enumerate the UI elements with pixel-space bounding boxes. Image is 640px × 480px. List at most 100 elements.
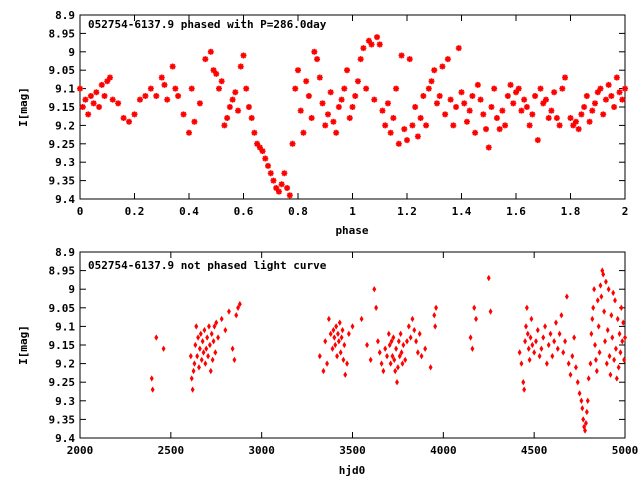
data-point: [530, 341, 535, 349]
data-point: [613, 74, 620, 81]
data-point: [534, 137, 541, 144]
data-point: [618, 349, 623, 356]
data-point: [398, 52, 405, 59]
data-point: [227, 308, 231, 315]
x-tick-label: 0.2: [125, 205, 145, 218]
tick-marks: [79, 14, 626, 200]
data-point: [606, 286, 611, 293]
data-point: [570, 122, 577, 129]
data-point: [335, 352, 340, 360]
data-point: [214, 319, 219, 326]
data-point: [207, 323, 211, 330]
data-point: [371, 96, 378, 103]
data-points: [149, 267, 627, 434]
data-point: [395, 140, 402, 147]
data-point: [470, 345, 475, 352]
data-point: [375, 338, 380, 345]
data-point: [537, 85, 544, 92]
data-point: [77, 85, 83, 92]
x-tick-label: 1.6: [506, 205, 526, 218]
data-point: [212, 323, 217, 330]
data-point: [397, 352, 402, 360]
data-point: [343, 371, 348, 378]
data-point: [400, 360, 405, 367]
x-tick-label: 2500: [158, 444, 185, 457]
data-point: [406, 323, 411, 330]
data-point: [436, 92, 443, 99]
data-point: [554, 319, 558, 326]
y-tick-label: 9.25: [49, 138, 76, 151]
x-tick-labels: 2000 2500 3000 3500 4000 4500 5000: [67, 444, 639, 457]
data-point: [186, 129, 192, 136]
data-point: [193, 341, 198, 349]
data-point: [297, 107, 304, 114]
data-point: [621, 319, 626, 326]
data-point: [605, 81, 612, 88]
data-point: [101, 92, 108, 99]
data-point: [379, 107, 386, 114]
data-point: [463, 118, 470, 125]
data-point: [390, 115, 397, 122]
data-point: [399, 349, 404, 356]
data-point: [592, 100, 599, 107]
y-tick-label: 9: [68, 283, 75, 296]
data-point: [599, 293, 604, 300]
data-point: [396, 338, 401, 345]
data-point: [319, 100, 326, 107]
data-point: [428, 364, 433, 371]
data-point: [328, 330, 333, 338]
data-point: [200, 338, 205, 345]
data-point: [567, 115, 574, 122]
data-point: [336, 338, 341, 345]
data-point: [109, 96, 116, 103]
unphased-light-curve-plot: 2000 2500 3000 3500 4000 4500 5000 8.9 8.95 9 9.0…: [17, 246, 638, 477]
data-point: [619, 304, 624, 311]
y-tick-label: 9.05: [49, 302, 76, 315]
data-point: [172, 85, 179, 92]
data-point: [543, 323, 548, 330]
data-point: [493, 115, 500, 122]
data-point: [412, 104, 419, 110]
x-tick-label: 1.4: [452, 205, 472, 218]
data-point: [149, 375, 154, 382]
data-point: [566, 360, 571, 367]
data-point: [529, 111, 536, 118]
data-point: [617, 330, 622, 338]
data-point: [607, 352, 612, 360]
data-point: [524, 323, 528, 330]
data-point: [592, 286, 597, 293]
data-point: [601, 271, 606, 278]
x-tick-label: 1.8: [561, 205, 581, 218]
data-point: [79, 104, 86, 110]
data-point: [338, 96, 345, 103]
data-point: [190, 386, 195, 393]
data-point: [98, 81, 105, 88]
data-point: [528, 334, 533, 341]
data-point: [394, 345, 399, 352]
data-point: [534, 338, 538, 345]
data-point: [196, 334, 201, 341]
data-point: [308, 115, 315, 122]
tick-marks: [79, 251, 626, 439]
data-point: [389, 338, 394, 345]
data-point: [286, 192, 293, 199]
data-point: [303, 78, 310, 85]
x-tick-label: 2: [622, 205, 629, 218]
data-point: [583, 92, 590, 99]
data-point: [603, 278, 608, 285]
phased-light-curve-plot: 0 0.2 0.4 0.6 0.8 1 1.2 1.4 1.6 1.8 2 8.9 8.95 9 9.05…: [17, 9, 628, 237]
data-point: [553, 115, 560, 122]
data-point: [613, 345, 618, 352]
data-point: [524, 304, 529, 311]
data-point: [164, 96, 171, 103]
y-tick-label: 9: [68, 46, 75, 59]
data-point: [526, 122, 533, 129]
data-point: [270, 177, 277, 184]
data-point: [126, 118, 133, 125]
data-point: [213, 70, 220, 77]
data-point: [611, 289, 616, 297]
data-point: [324, 111, 331, 118]
data-point: [363, 85, 370, 92]
data-point: [580, 405, 585, 412]
data-point: [555, 345, 560, 352]
